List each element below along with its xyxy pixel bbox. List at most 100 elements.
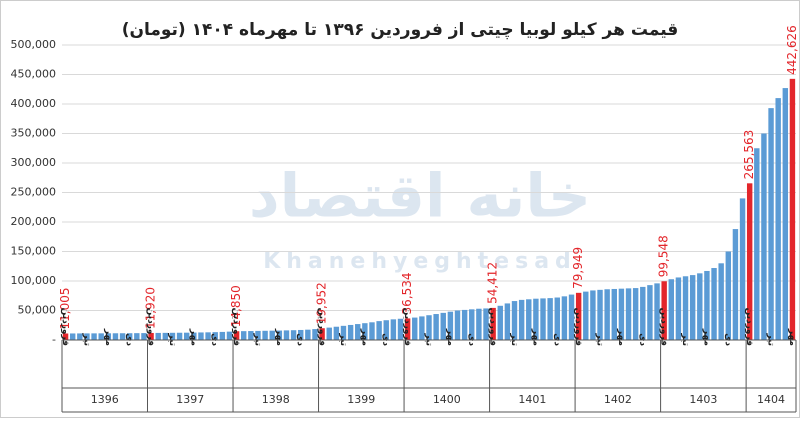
x-tick-label: فروردین: [659, 308, 669, 346]
x-tick-label: تیر: [680, 332, 690, 346]
bar: [711, 268, 717, 340]
year-label: 1402: [604, 393, 632, 406]
bar: [461, 309, 468, 340]
bar: [134, 333, 140, 340]
y-tick-label: -: [52, 333, 56, 346]
bar: [376, 321, 382, 340]
bar: [112, 333, 119, 340]
x-tick-label: مهر: [530, 328, 540, 346]
watermark: خانه اقتصاد: [249, 162, 591, 232]
x-tick-label: فروردین: [488, 308, 498, 346]
data-label: 54,412: [486, 262, 500, 304]
bar: [725, 251, 732, 340]
bar: [761, 133, 767, 340]
y-tick-label: 500,000: [11, 38, 57, 51]
y-tick-label: 250,000: [11, 186, 57, 199]
bar: [540, 298, 546, 340]
bar: [169, 332, 176, 340]
bar: [533, 298, 539, 340]
bar: [340, 325, 347, 340]
x-tick-label: تیر: [509, 332, 519, 346]
bar: [618, 288, 625, 340]
y-tick-label: 200,000: [11, 215, 57, 228]
bar: [241, 331, 247, 340]
data-label: 442,626: [785, 25, 799, 75]
bar: [333, 326, 340, 340]
bar: [689, 275, 696, 340]
bar: [447, 311, 454, 340]
year-label: 1397: [176, 393, 204, 406]
y-tick-label: 400,000: [11, 97, 57, 110]
x-tick-label: فروردین: [402, 308, 412, 346]
bar: [276, 330, 283, 340]
bar: [590, 290, 596, 340]
bar: [440, 312, 446, 340]
data-label: 11,005: [58, 288, 72, 330]
x-tick-label: فروردین: [60, 308, 70, 346]
bar: [640, 286, 646, 340]
x-tick-label: فروردین: [573, 308, 583, 346]
bar: [597, 289, 603, 340]
bar: [768, 108, 774, 340]
x-tick-label: تیر: [766, 332, 776, 346]
bar: [77, 333, 83, 340]
bar: [611, 288, 617, 340]
bar: [704, 270, 710, 340]
bar: [105, 333, 112, 340]
bar: [98, 333, 104, 340]
bar: [91, 333, 97, 340]
bar: [547, 298, 553, 340]
bar: [668, 279, 674, 340]
bar: [141, 333, 147, 340]
y-tick-label: 350,000: [11, 127, 57, 140]
bar: [290, 330, 297, 340]
bar: [697, 273, 703, 340]
bar: [782, 88, 789, 340]
bar: [419, 316, 425, 340]
bar: [205, 332, 211, 340]
bar: [191, 332, 197, 340]
bar: [654, 283, 660, 340]
bar: [198, 332, 204, 340]
bar: [312, 329, 318, 340]
bar: [746, 183, 753, 340]
bar: [718, 263, 724, 340]
bar: [362, 323, 368, 340]
bar: [269, 330, 275, 340]
bar: [62, 333, 69, 340]
bar: [69, 333, 76, 340]
bar: [162, 332, 169, 340]
y-tick-label: 300,000: [11, 156, 57, 169]
bar: [355, 324, 361, 340]
year-label: 1404: [757, 393, 785, 406]
bar: [426, 315, 432, 340]
x-tick-label: مهر: [188, 328, 198, 346]
bar: [583, 291, 589, 340]
bar: [497, 305, 503, 340]
bar: [504, 303, 511, 340]
bar: [754, 148, 760, 340]
bar: [184, 332, 190, 340]
x-tick-label: تیر: [167, 332, 177, 346]
bar: [775, 98, 781, 340]
bar: [262, 330, 268, 340]
x-tick-label: تیر: [252, 332, 262, 346]
bar: [469, 309, 475, 340]
x-tick-label: تیر: [595, 332, 605, 346]
bar: [575, 292, 582, 340]
bar: [155, 332, 161, 340]
bar: [397, 318, 404, 340]
data-label: 99,548: [657, 235, 671, 277]
data-label: 265,563: [742, 130, 756, 180]
data-label: 11,920: [144, 287, 158, 329]
bar: [412, 317, 418, 340]
bar: [298, 329, 304, 340]
bar: [84, 333, 90, 340]
data-label: 79,949: [571, 247, 585, 289]
bar: [369, 322, 375, 340]
bar: [568, 294, 575, 340]
year-label: 1401: [518, 393, 546, 406]
bar: [148, 332, 154, 340]
